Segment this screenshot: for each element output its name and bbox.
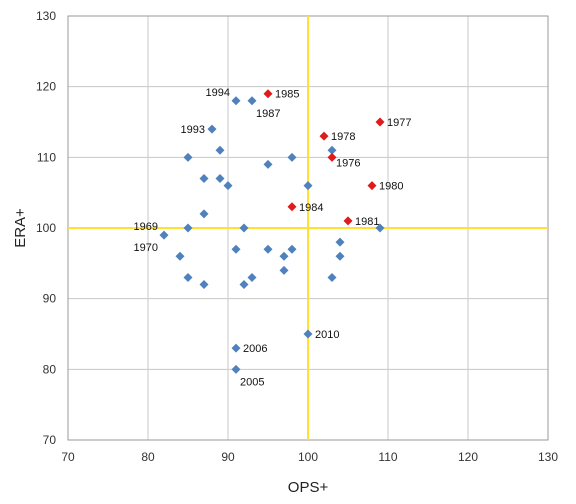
x-tick-label: 130 (538, 450, 558, 464)
data-point-marker (287, 244, 297, 254)
point-label: 1981 (355, 216, 379, 228)
point-label: 1969 (134, 221, 158, 233)
x-tick-label: 120 (458, 450, 478, 464)
data-point-marker (239, 223, 249, 233)
data-point-marker (279, 251, 289, 261)
data-point-marker (327, 272, 337, 282)
point-label: 2010 (315, 329, 339, 341)
reference-lines (68, 16, 548, 440)
point-label: 1978 (331, 131, 355, 143)
data-point-marker (335, 237, 345, 247)
data-point-marker (199, 209, 209, 219)
x-tick-label: 100 (298, 450, 318, 464)
point-label: 1980 (379, 181, 403, 193)
data-point-marker (303, 329, 313, 339)
data-point-marker (303, 181, 313, 191)
data-point-marker (263, 89, 273, 99)
x-axis-title: OPS+ (288, 479, 329, 496)
data-point-marker (375, 117, 385, 127)
data-point-marker (183, 152, 193, 162)
data-point-marker (247, 96, 257, 106)
point-label: 2006 (243, 343, 267, 355)
data-point-marker (223, 181, 233, 191)
x-tick-label: 90 (221, 450, 235, 464)
data-point-marker (335, 251, 345, 261)
data-point-marker (263, 159, 273, 169)
y-tick-label: 80 (43, 362, 57, 376)
point-labels: 1994 1987 1993 1976 1969 1970 2006 2005 2010 1985… (134, 87, 412, 389)
data-point-marker (287, 152, 297, 162)
point-label: 2005 (240, 376, 264, 388)
data-point-marker (327, 152, 337, 162)
point-label: 1984 (299, 202, 323, 214)
point-label: 1985 (275, 89, 299, 101)
data-point-marker (175, 251, 185, 261)
data-point-marker (231, 244, 241, 254)
data-point-marker (215, 145, 225, 155)
data-point-marker (215, 174, 225, 184)
y-tick-label: 70 (43, 433, 57, 447)
y-axis-title: ERA+ (12, 208, 29, 248)
data-point-marker (343, 216, 353, 226)
point-label: 1993 (181, 124, 205, 136)
data-point-marker (287, 202, 297, 212)
data-point-marker (263, 244, 273, 254)
data-point-marker (183, 272, 193, 282)
data-point-marker (159, 230, 169, 240)
data-point-marker (279, 265, 289, 275)
data-points (159, 89, 385, 374)
data-point-marker (199, 280, 209, 290)
y-tick-label: 100 (36, 221, 56, 235)
point-label: 1970 (134, 242, 158, 254)
x-tick-label: 70 (61, 450, 75, 464)
point-label: 1987 (256, 108, 280, 120)
data-point-marker (183, 223, 193, 233)
data-point-marker (199, 174, 209, 184)
data-point-marker (247, 272, 257, 282)
data-point-marker (207, 124, 217, 134)
point-label: 1977 (387, 117, 411, 129)
point-label: 1976 (336, 157, 360, 169)
y-tick-label: 130 (36, 9, 56, 23)
data-point-marker (231, 96, 241, 106)
y-tick-label: 90 (43, 292, 57, 306)
data-point-marker (231, 364, 241, 374)
data-point-marker (319, 131, 329, 141)
data-point-marker (327, 145, 337, 155)
data-point-marker (375, 223, 385, 233)
y-tick-label: 110 (37, 150, 56, 164)
data-point-marker (231, 343, 241, 353)
data-point-marker (367, 181, 377, 191)
point-label: 1994 (206, 87, 230, 99)
x-tick-label: 110 (378, 450, 397, 464)
x-tick-label: 80 (141, 450, 155, 464)
data-point-marker (239, 280, 249, 290)
tick-labels: 70 80 90 100 110 120 130 70 80 90 100 110 120 130 (36, 9, 558, 464)
y-tick-label: 120 (36, 80, 56, 94)
